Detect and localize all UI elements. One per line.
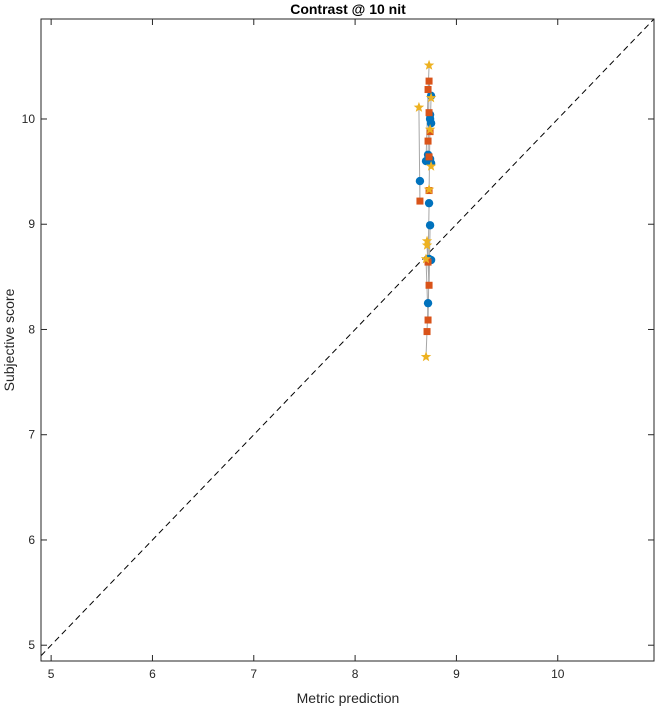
data-point-star — [413, 101, 425, 112]
x-tick-label: 8 — [352, 667, 359, 681]
plot-frame — [40, 18, 655, 662]
data-point-star — [420, 253, 432, 264]
data-point-star — [423, 184, 435, 194]
data-point-square — [425, 281, 433, 289]
points-layer — [413, 59, 437, 362]
data-point-square — [424, 137, 432, 145]
data-point-star — [424, 124, 436, 134]
data-point-square — [425, 77, 433, 85]
x-axis-label: Metric prediction — [297, 690, 400, 706]
data-point-circle — [423, 298, 433, 308]
y-tick-label: 5 — [28, 638, 35, 652]
data-point-star — [425, 160, 437, 171]
data-point-square — [423, 328, 431, 336]
data-point-star — [420, 351, 432, 362]
data-point-star — [425, 92, 437, 103]
data-point-square — [425, 109, 433, 117]
y-axis-label: Subjective score — [1, 288, 17, 391]
x-tick-label: 6 — [149, 667, 156, 681]
data-point-circle — [415, 176, 425, 186]
data-point-square — [424, 86, 432, 94]
reference-line-layer — [40, 18, 655, 657]
tick-layer: 5 6 7 8 9 10 5 6 7 8 9 10 — [22, 19, 654, 681]
chart-title: Contrast @ 10 nit — [290, 1, 406, 17]
x-tick-label: 5 — [48, 667, 55, 681]
data-point-square — [425, 153, 433, 161]
y-tick-label: 10 — [22, 112, 36, 126]
data-point-circle — [424, 198, 434, 208]
y-tick-label: 8 — [28, 322, 35, 336]
y-tick-label: 6 — [28, 533, 35, 547]
y-tick-label: 7 — [28, 428, 35, 442]
x-tick-label: 7 — [250, 667, 257, 681]
data-point-star — [423, 59, 435, 70]
x-tick-label: 10 — [551, 667, 565, 681]
x-tick-label: 9 — [453, 667, 460, 681]
reference-line — [40, 18, 655, 657]
connector-line — [418, 107, 421, 202]
data-point-circle — [425, 221, 435, 230]
y-tick-label: 9 — [28, 217, 35, 231]
data-point-square — [424, 316, 432, 324]
data-point-square — [416, 197, 424, 205]
data-point-star — [421, 239, 433, 250]
data-point-circle — [426, 118, 436, 128]
